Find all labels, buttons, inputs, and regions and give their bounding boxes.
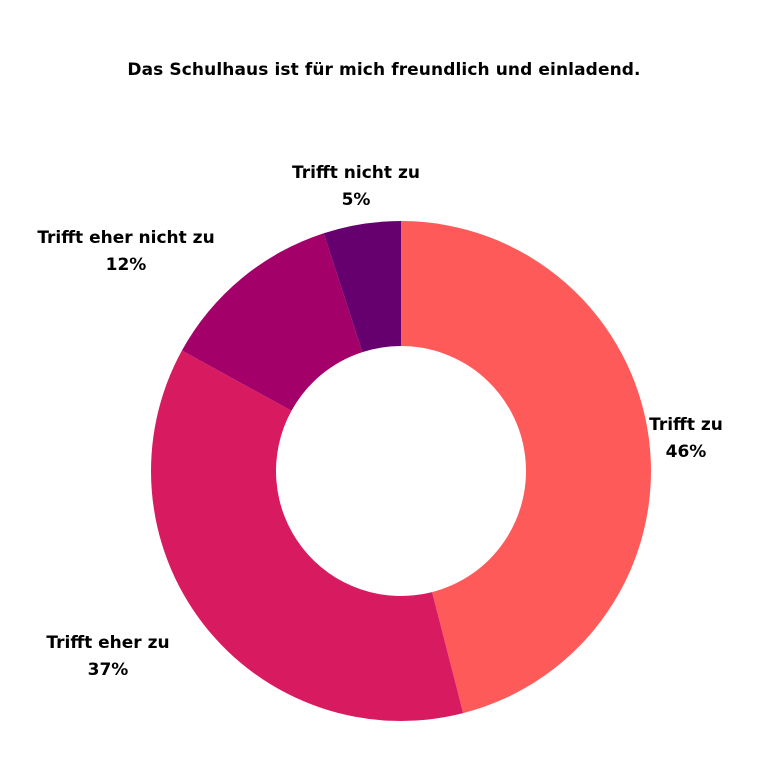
category-label: Trifft eher nicht zu: [37, 228, 214, 248]
slice-trifft-eher-nicht-zu: [181, 233, 363, 411]
slices-group: [150, 221, 652, 722]
slice-trifft-eher-zu: [150, 350, 464, 722]
category-label: Trifft nicht zu: [292, 163, 420, 183]
value-label: 46%: [666, 442, 707, 462]
value-label: 5%: [342, 190, 371, 210]
value-label: 37%: [88, 660, 129, 680]
slice-label-trifft-eher-nicht-zu: Trifft eher nicht zu 12%: [37, 228, 214, 275]
labels-group: Trifft zu 46%Trifft eher zu 37%Trifft eher…: [37, 163, 723, 680]
category-label: Trifft zu: [649, 415, 723, 435]
chart-title: Das Schulhaus ist für mich freundlich un…: [127, 60, 641, 80]
value-label: 12%: [106, 255, 147, 275]
slice-label-trifft-eher-zu: Trifft eher zu 37%: [46, 633, 169, 680]
category-label: Trifft eher zu: [46, 633, 169, 653]
slice-trifft-nicht-zu: [323, 221, 401, 353]
slice-trifft-zu: [401, 221, 652, 714]
slice-label-trifft-nicht-zu: Trifft nicht zu 5%: [292, 163, 420, 210]
slice-label-trifft-zu: Trifft zu 46%: [649, 415, 723, 462]
